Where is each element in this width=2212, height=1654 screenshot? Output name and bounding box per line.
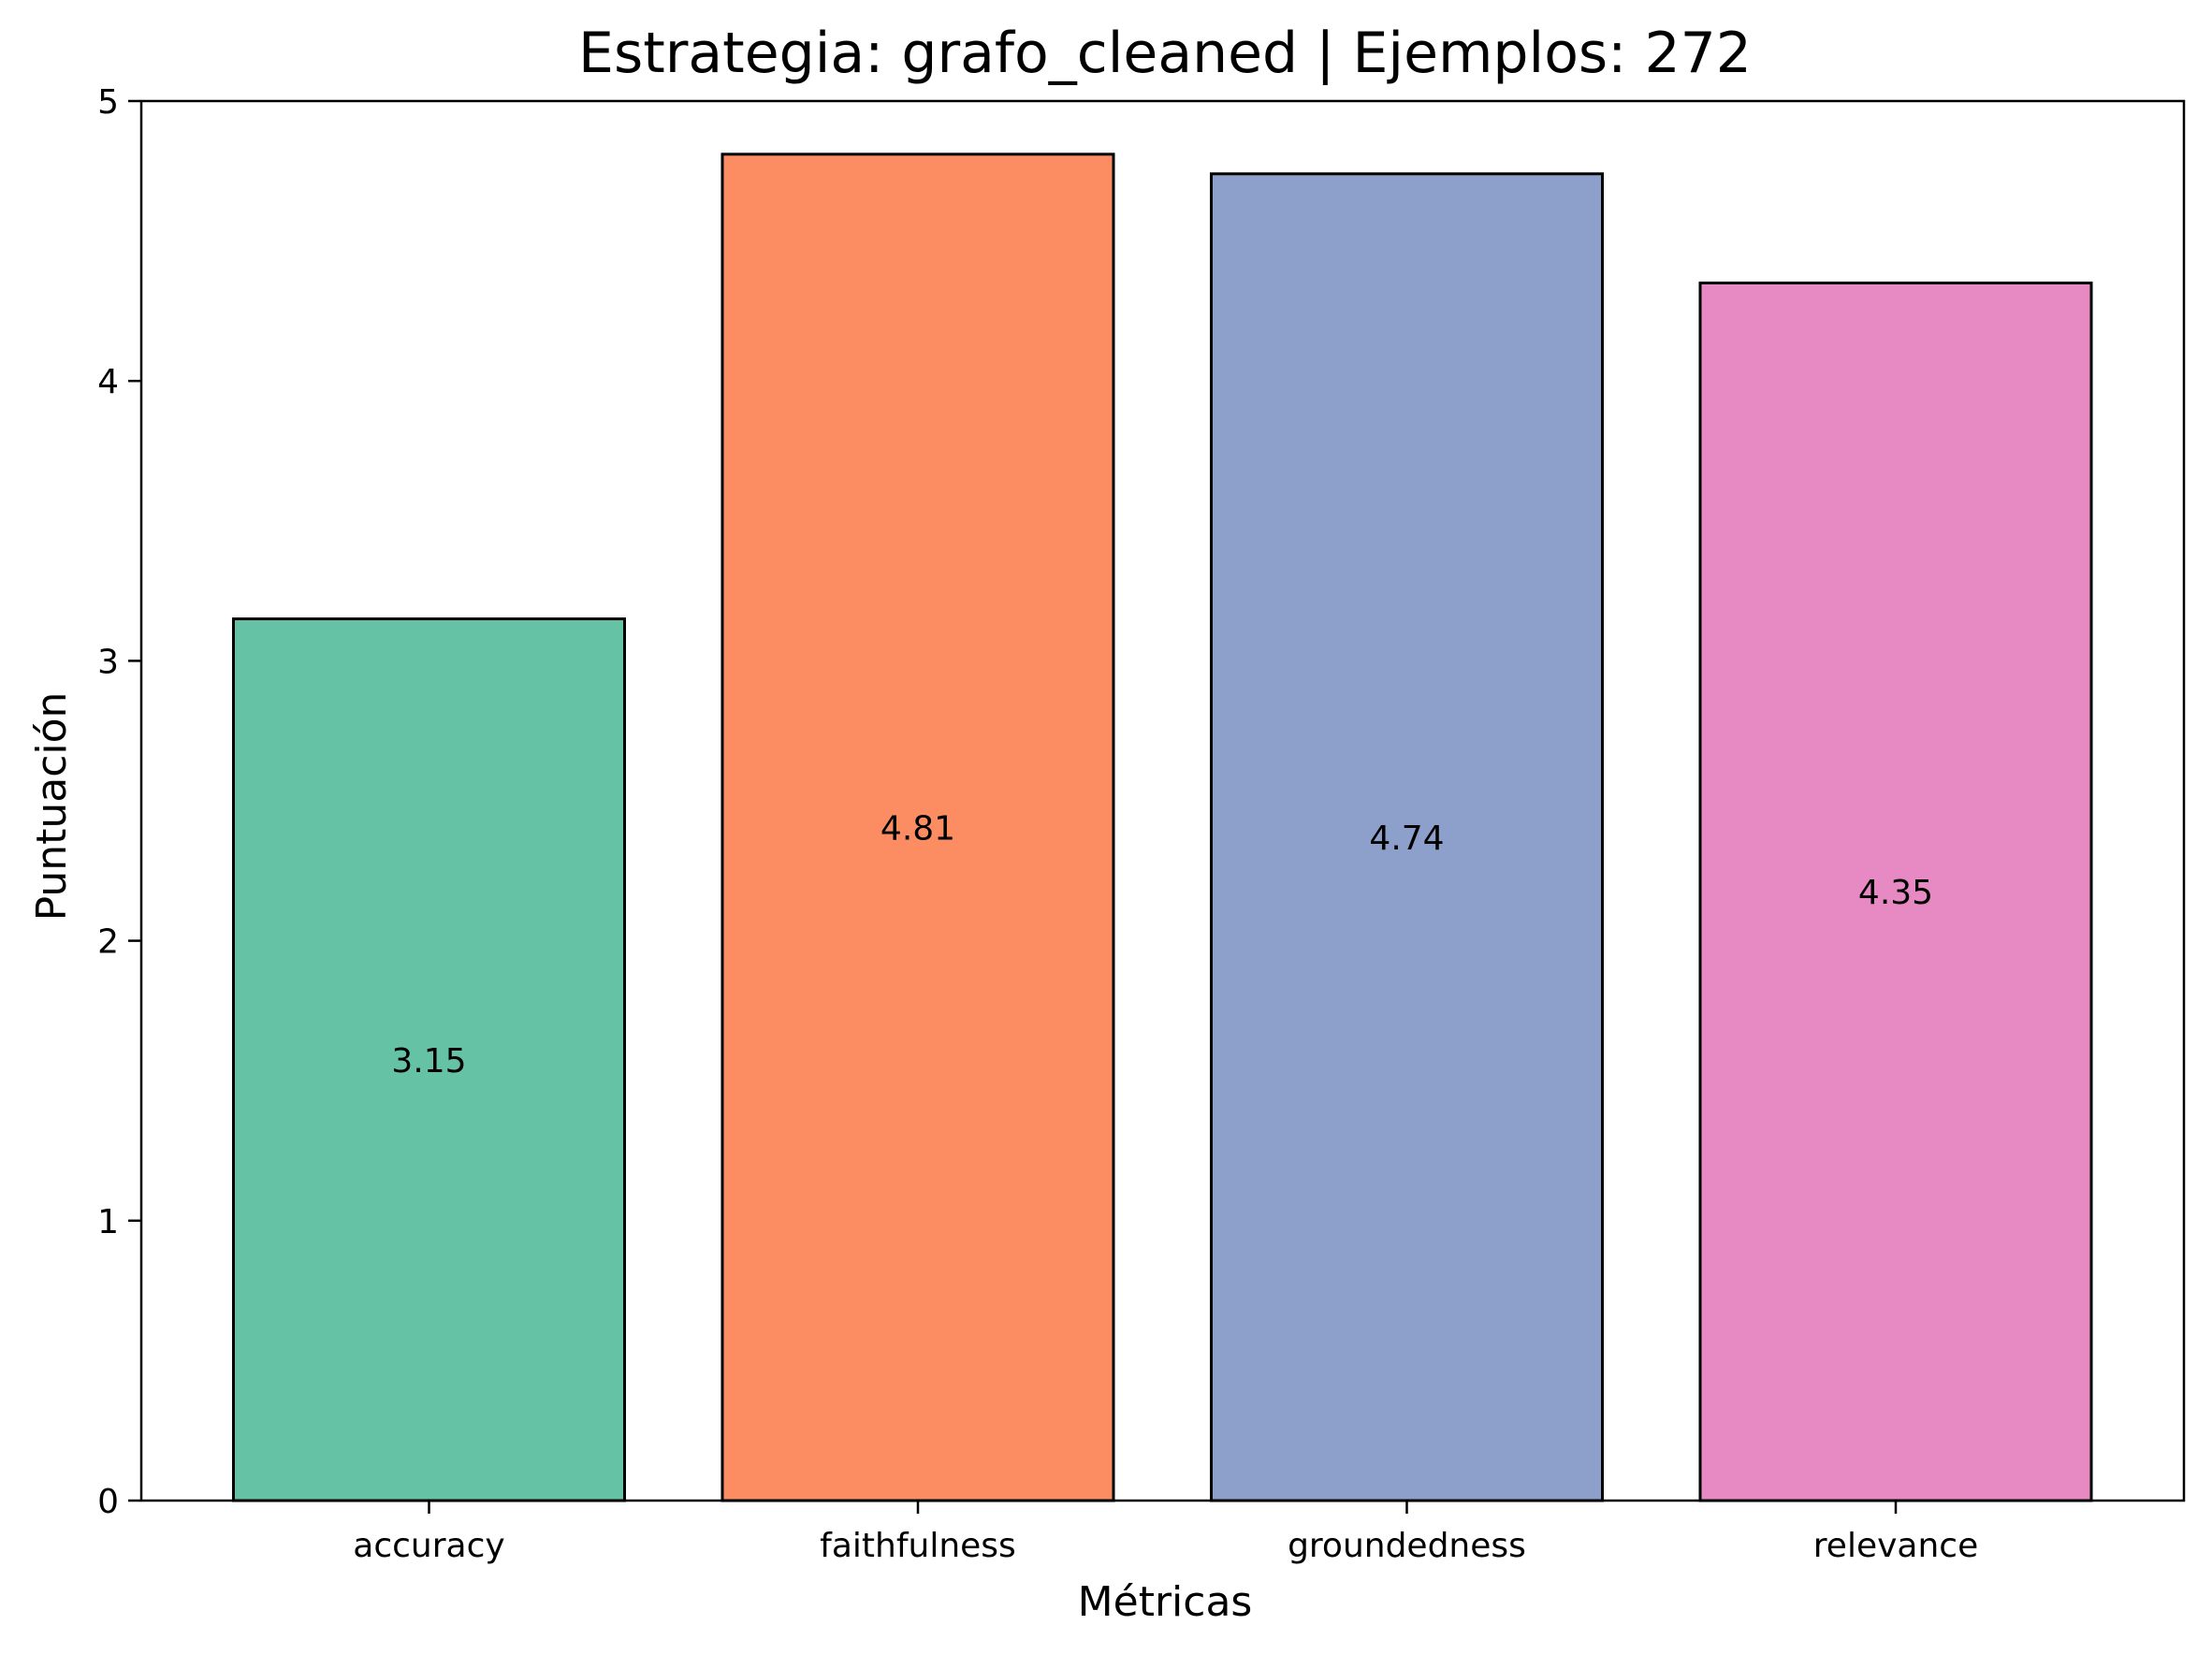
bars-group	[232, 152, 2093, 1502]
bar-faithfulness	[720, 152, 1115, 1502]
y-tick-label: 3	[97, 643, 119, 681]
chart-title: Estrategia: grafo_cleaned | Ejemplos: 27…	[578, 21, 1752, 86]
bar-groundedness	[1210, 172, 1604, 1502]
bar-value-label: 4.74	[1369, 820, 1444, 858]
bar-relevance	[1698, 281, 2093, 1502]
y-tick-label: 1	[97, 1203, 119, 1241]
x-tick-label: groundedness	[1288, 1527, 1526, 1565]
y-axis: 0 1 2 3 4 5	[97, 83, 141, 1521]
y-tick-label: 2	[97, 923, 119, 962]
x-tick-label: relevance	[1813, 1527, 1978, 1565]
bar-value-label: 4.81	[880, 809, 955, 848]
plot-frame	[139, 99, 2186, 1502]
bar-value-labels: 3.15 4.81 4.74 4.35	[391, 809, 1933, 1080]
y-axis-label: Puntuación	[28, 692, 76, 921]
y-tick-label: 5	[97, 83, 119, 122]
y-tick-label: 0	[97, 1483, 119, 1521]
x-axis-label: Métricas	[1078, 1578, 1253, 1626]
x-axis: accuracy faithfulness groundedness relevanc…	[353, 1501, 1978, 1565]
x-tick-label: faithfulness	[820, 1527, 1016, 1565]
bar-accuracy	[232, 617, 626, 1502]
bar-value-label: 4.35	[1858, 874, 1933, 912]
y-tick-label: 4	[97, 363, 119, 401]
bar-value-label: 3.15	[391, 1042, 466, 1081]
x-tick-label: accuracy	[353, 1527, 504, 1565]
